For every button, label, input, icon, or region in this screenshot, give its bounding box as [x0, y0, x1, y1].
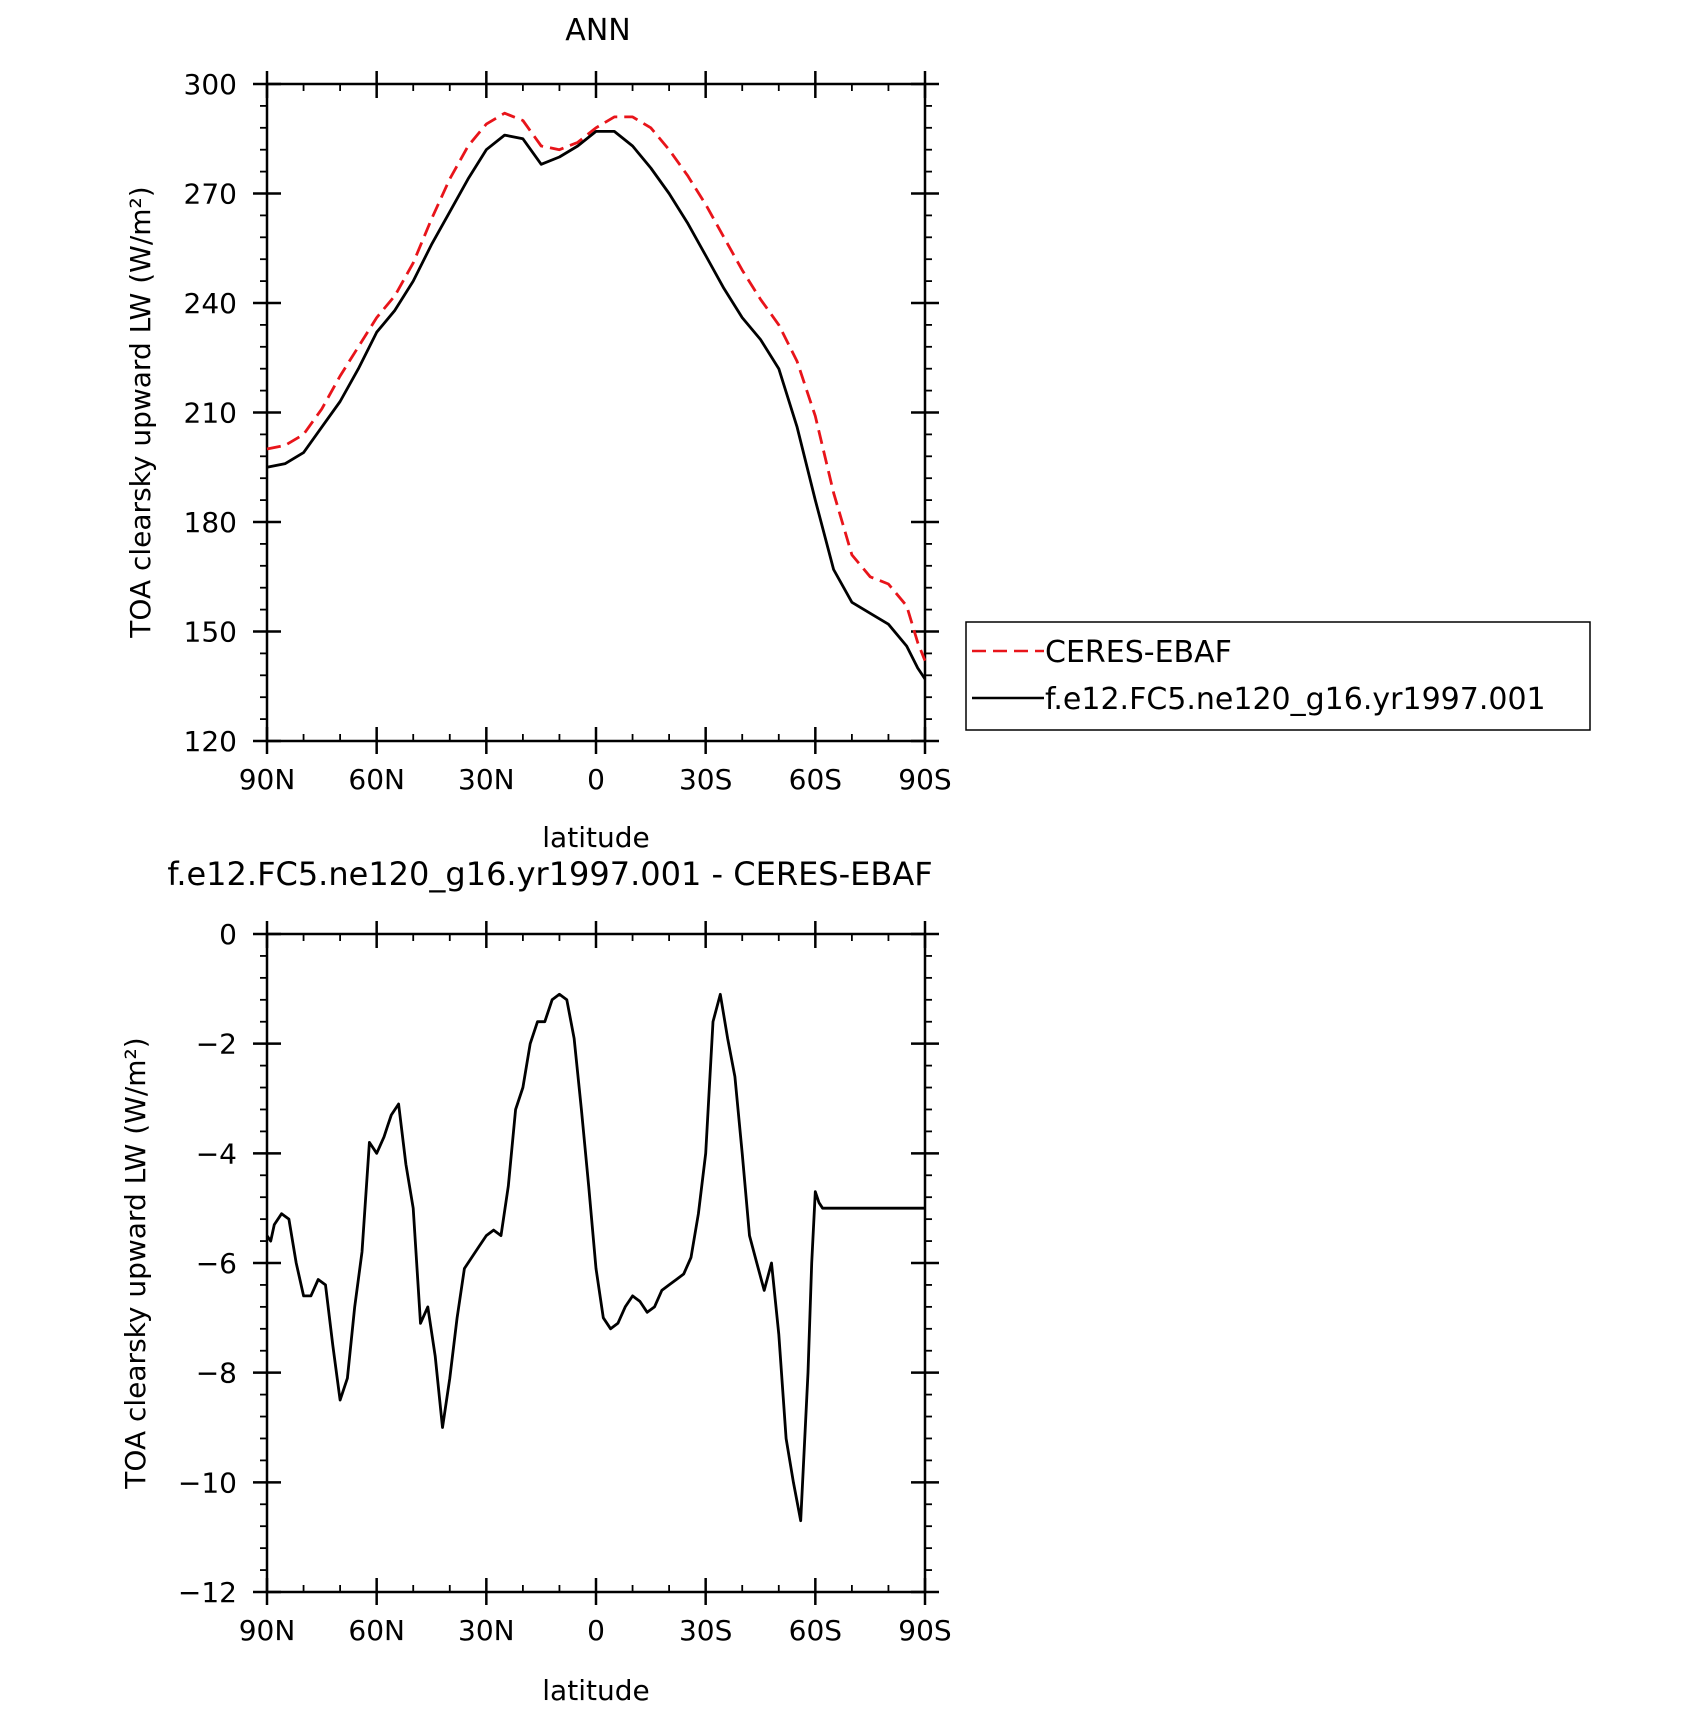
bottom-y-tick-label: −2 — [196, 1028, 237, 1061]
top-x-tick-label: 60S — [789, 763, 842, 796]
bottom-panel-title: f.e12.FC5.ne120_g16.yr1997.001 - CERES-E… — [167, 855, 932, 893]
bottom-y-tick-label: −10 — [178, 1466, 237, 1499]
bottom-y-tick-label: 0 — [219, 918, 237, 951]
bottom-y-axis-label: TOA clearsky upward LW (W/m²) — [119, 1037, 152, 1489]
top-panel-axes: 90N 60N 30N 0 30S 60S 90S 120 150 180 210 240 270 300 — [184, 68, 952, 796]
top-y-tick-label: 240 — [184, 287, 237, 320]
legend: CERES-EBAF f.e12.FC5.ne120_g16.yr1997.00… — [965, 621, 1591, 731]
top-y-tick-label: 180 — [184, 506, 237, 539]
top-y-tick-label: 120 — [184, 725, 237, 758]
bottom-x-tick-label: 90N — [239, 1614, 296, 1647]
bottom-panel-axes: 90N 60N 30N 0 30S 60S 90S −12 −10 −8 −6 −4 −2 0 — [178, 918, 952, 1647]
bottom-x-tick-label: 0 — [587, 1614, 605, 1647]
top-x-tick-label: 90S — [898, 763, 951, 796]
bottom-y-tick-label: −12 — [178, 1576, 237, 1609]
top-y-axis-label: TOA clearsky upward LW (W/m²) — [124, 186, 157, 638]
top-plot-frame — [265, 82, 927, 743]
top-y-tick-label: 150 — [184, 616, 237, 649]
legend-label-model: f.e12.FC5.ne120_g16.yr1997.001 — [1045, 682, 1546, 717]
top-panel-title: ANN — [565, 13, 630, 48]
series-line-f-e12-fc5-ne120-g16-yr1997-001 — [266, 129, 927, 680]
bottom-x-tick-label: 60S — [789, 1614, 842, 1647]
series-line-ceres-ebaf — [266, 111, 927, 662]
bottom-y-tick-label: −4 — [196, 1137, 237, 1170]
top-panel-series — [266, 111, 927, 680]
top-y-tick-label: 270 — [184, 178, 237, 211]
bottom-y-tick-label: −6 — [196, 1247, 237, 1280]
top-x-tick-label: 30N — [458, 763, 515, 796]
legend-label-ceres: CERES-EBAF — [1045, 635, 1232, 670]
top-y-tick-label: 210 — [184, 397, 237, 430]
top-panel: ANN 90N 60N 30N 0 30S 60S 90S 120 150 180 210 240 27… — [124, 13, 1591, 854]
top-y-tick-label: 300 — [184, 68, 237, 101]
bottom-panel: f.e12.FC5.ne120_g16.yr1997.001 - CERES-E… — [119, 855, 952, 1707]
top-x-tick-label: 90N — [239, 763, 296, 796]
bottom-x-tick-label: 30N — [458, 1614, 515, 1647]
bottom-x-axis-label: latitude — [542, 1674, 649, 1707]
top-x-tick-label: 0 — [587, 763, 605, 796]
bottom-x-tick-label: 60N — [348, 1614, 405, 1647]
legend-box — [965, 621, 1591, 731]
bottom-panel-series — [265, 992, 925, 1523]
bottom-x-tick-label: 30S — [679, 1614, 732, 1647]
bottom-y-tick-label: −8 — [196, 1357, 237, 1390]
bottom-difference-line — [265, 992, 925, 1523]
top-x-axis-label: latitude — [542, 821, 649, 854]
top-x-tick-label: 60N — [348, 763, 405, 796]
top-x-tick-label: 30S — [679, 763, 732, 796]
bottom-x-tick-label: 90S — [898, 1614, 951, 1647]
